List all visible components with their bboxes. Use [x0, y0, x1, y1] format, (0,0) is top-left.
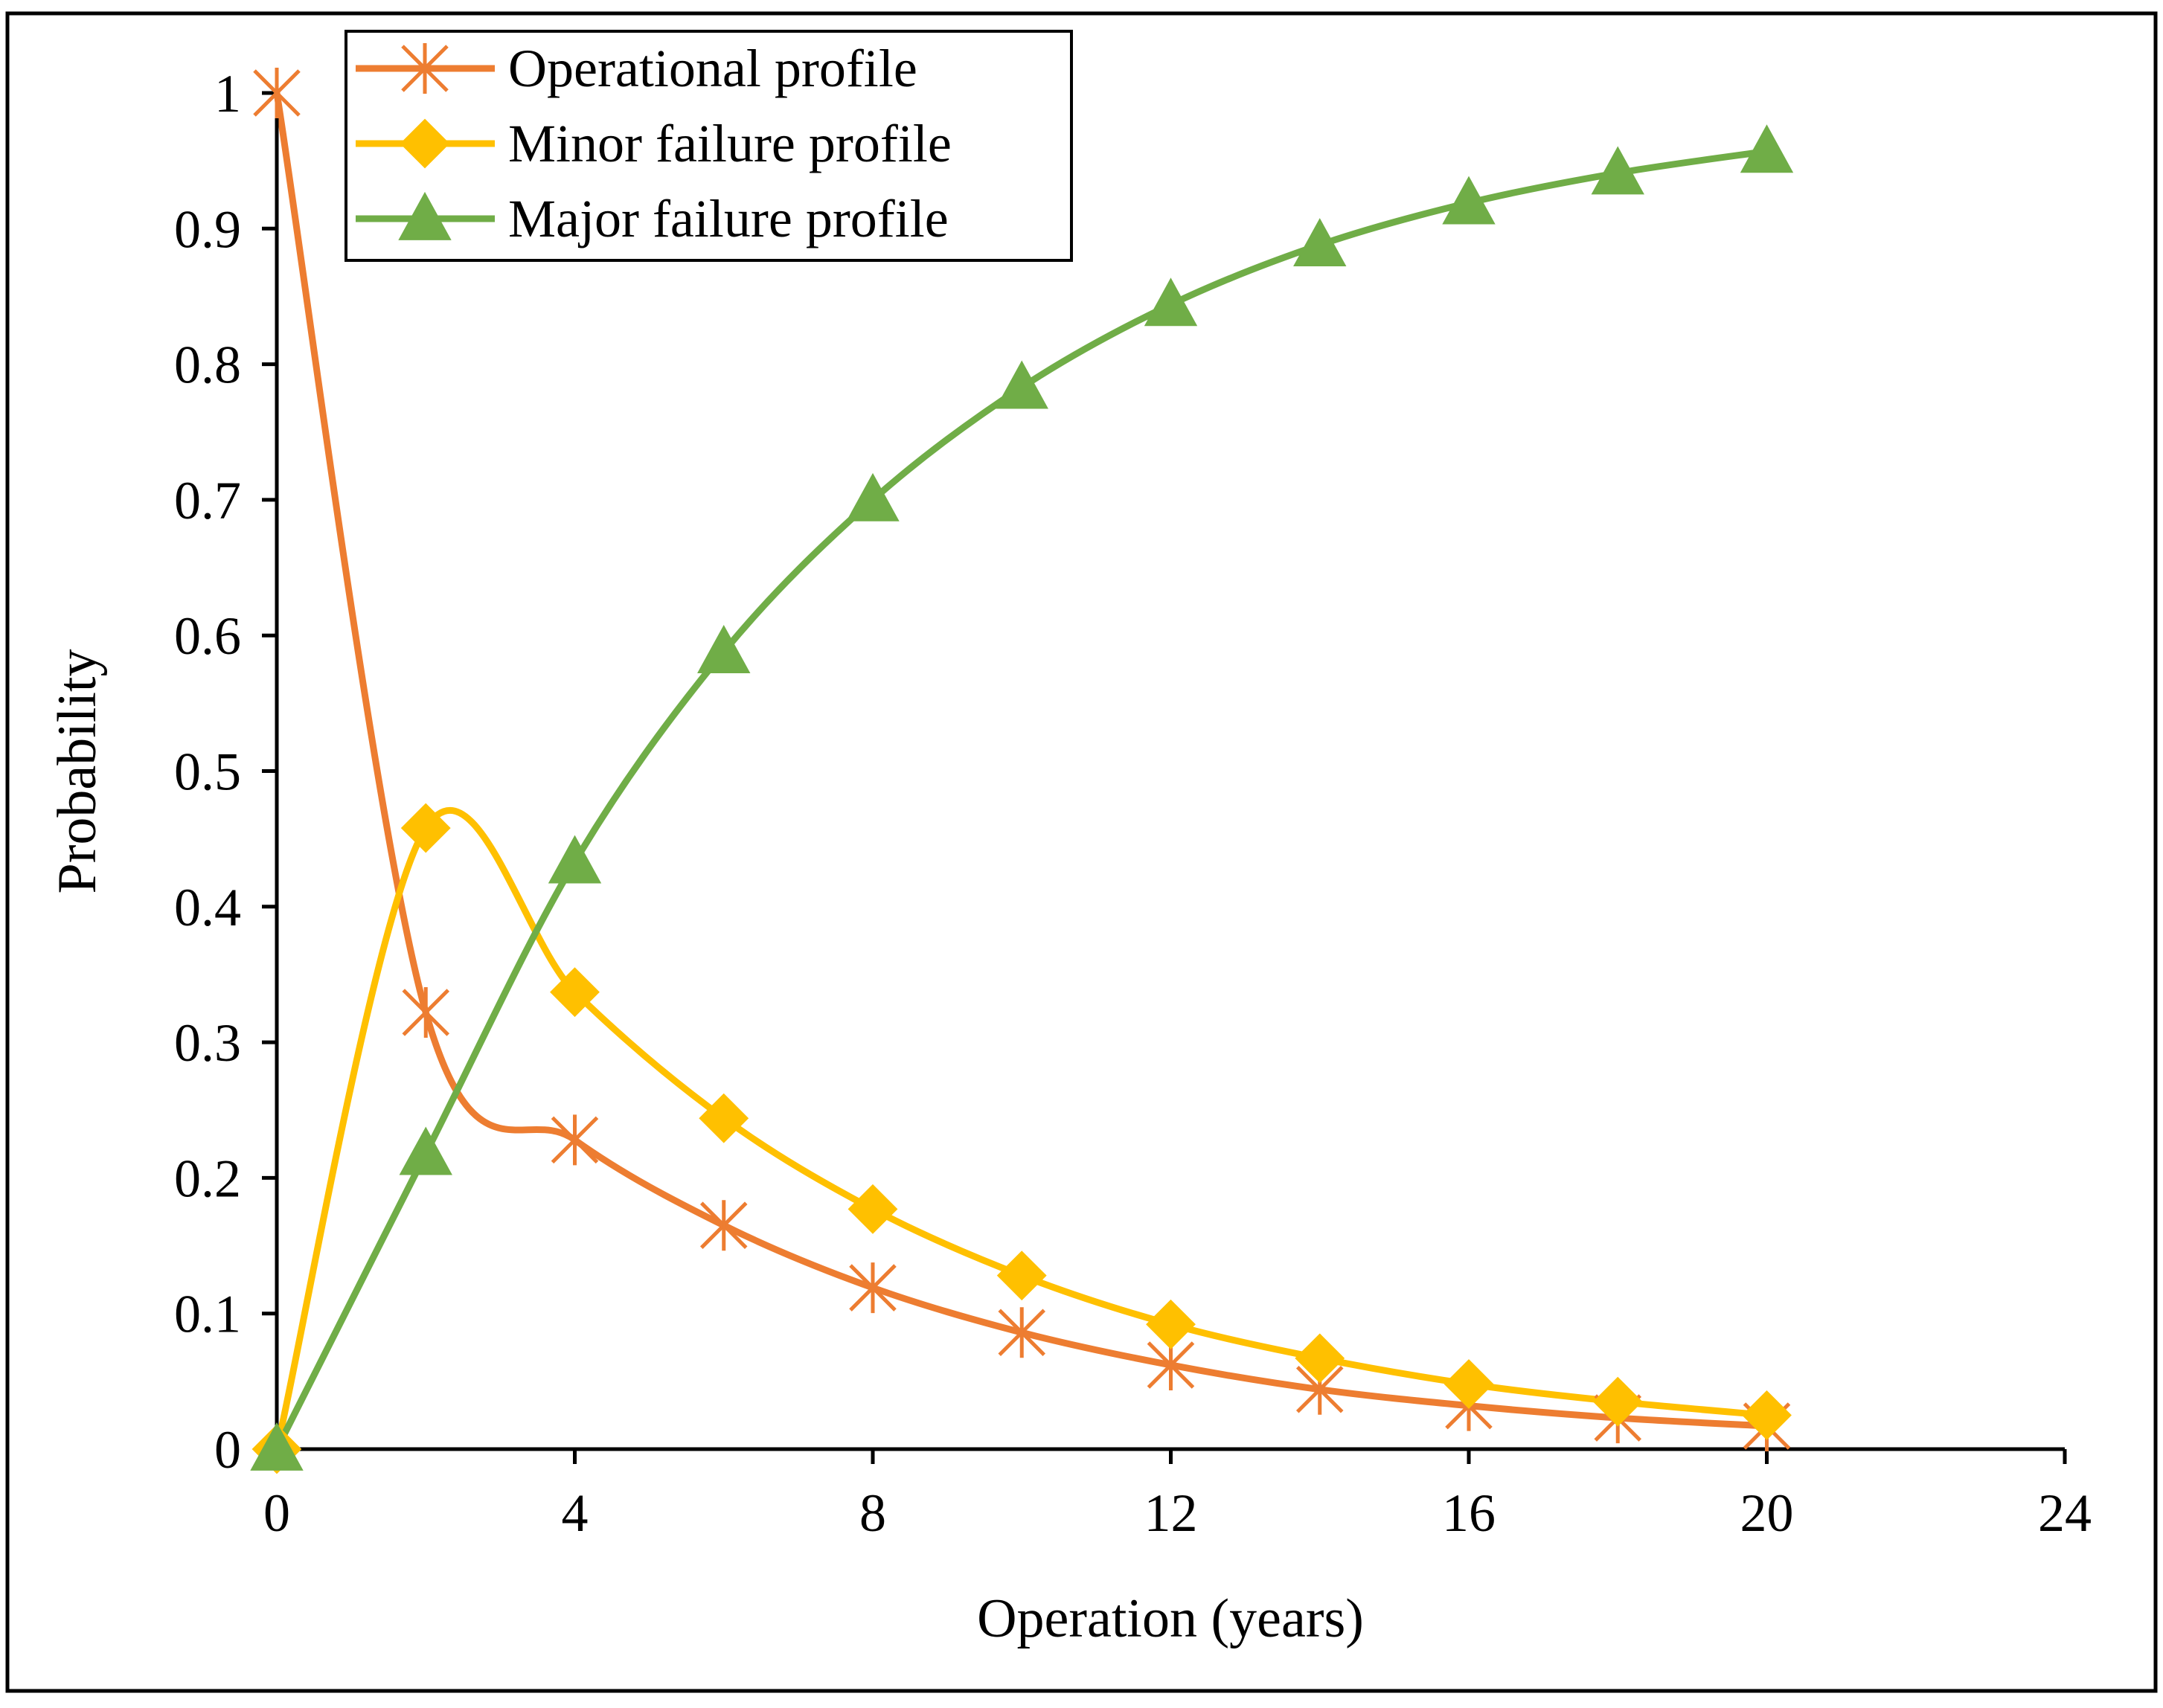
y-tick-label: 0.2 — [174, 1149, 241, 1208]
legend: Operational profile Minor failure profile… — [345, 30, 1073, 262]
data-point-diamond — [1592, 1376, 1643, 1427]
data-point-triangle — [399, 1126, 452, 1175]
data-point-triangle — [1740, 124, 1794, 173]
legend-label-major-failure-profile: Major failure profile — [508, 189, 949, 248]
ticks-layer: 0 0.1 0.2 0.3 0.4 0.5 0.6 0.7 0.8 0.9 1 0 4 8 12 16 20 24 — [174, 64, 2092, 1543]
legend-marker-diamond — [400, 118, 450, 169]
y-tick-label: 0.4 — [174, 878, 241, 937]
data-point-triangle — [1293, 218, 1347, 267]
y-tick-label: 0.8 — [174, 336, 241, 395]
markers-layer — [250, 68, 1794, 1474]
data-point-diamond — [1742, 1390, 1792, 1440]
x-tick-label: 8 — [859, 1483, 886, 1543]
y-tick-label: 0.5 — [174, 742, 241, 802]
data-point-asterisk — [402, 986, 450, 1038]
y-tick-label: 0 — [214, 1420, 241, 1480]
x-tick-label: 4 — [562, 1483, 589, 1543]
data-point-triangle — [846, 472, 900, 521]
data-point-triangle — [1591, 146, 1644, 195]
y-tick-label: 0.3 — [174, 1013, 241, 1073]
x-tick-label: 0 — [263, 1483, 290, 1543]
data-point-diamond — [1443, 1359, 1494, 1409]
chart-frame — [5, 11, 2158, 1693]
y-tick-label: 0.9 — [174, 199, 241, 259]
x-tick-label: 24 — [2038, 1483, 2092, 1543]
x-tick-label: 20 — [1740, 1483, 1794, 1543]
x-tick-label: 16 — [1442, 1483, 1496, 1543]
y-tick-label: 0.6 — [174, 606, 241, 666]
y-axis-title: Probability — [47, 649, 108, 894]
data-point-triangle — [1442, 176, 1496, 225]
data-point-diamond — [1146, 1299, 1196, 1349]
data-point-asterisk — [253, 68, 301, 118]
data-point-asterisk — [849, 1262, 897, 1314]
legend-marker-asterisk — [401, 43, 449, 94]
data-point-asterisk — [998, 1307, 1046, 1358]
data-point-diamond — [847, 1184, 898, 1234]
data-point-diamond — [550, 967, 600, 1018]
data-point-triangle — [995, 360, 1048, 409]
legend-label-operational-profile: Operational profile — [508, 39, 917, 98]
legend-marker-triangle — [398, 191, 452, 240]
data-point-asterisk — [551, 1114, 599, 1166]
data-point-diamond — [400, 803, 451, 853]
data-point-asterisk — [699, 1200, 748, 1251]
y-tick-label: 0.1 — [174, 1285, 241, 1344]
data-point-diamond — [1295, 1333, 1345, 1384]
data-point-diamond — [996, 1250, 1047, 1301]
legend-label-minor-failure-profile: Minor failure profile — [508, 114, 952, 173]
data-point-triangle — [548, 835, 602, 884]
data-point-diamond — [699, 1093, 749, 1143]
data-point-triangle — [697, 624, 751, 673]
y-tick-label: 0.7 — [174, 471, 241, 530]
x-tick-label: 12 — [1144, 1483, 1198, 1543]
data-point-triangle — [1144, 277, 1198, 327]
x-axis-title: Operation (years) — [977, 1588, 1364, 1649]
data-point-triangle — [250, 1422, 304, 1471]
y-tick-label: 1 — [214, 64, 241, 123]
